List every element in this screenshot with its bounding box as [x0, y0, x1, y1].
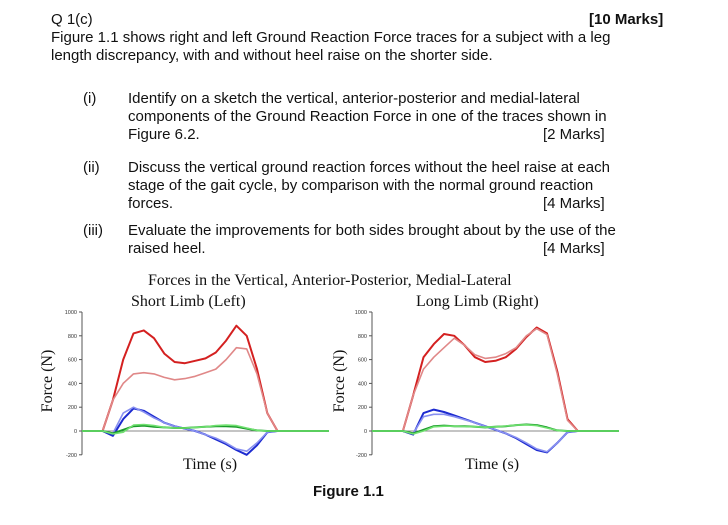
- y-tick-label: 1000: [355, 310, 367, 316]
- series-line-5: [372, 423, 619, 435]
- y-tick-label: 800: [68, 334, 77, 340]
- y-tick-label: 200: [358, 405, 367, 411]
- part-number: (ii): [83, 159, 100, 176]
- y-tick-label: 1000: [65, 310, 77, 316]
- question-marks: [10 Marks]: [589, 11, 664, 28]
- intro-line-2: length discrepancy, with and without hee…: [51, 47, 493, 64]
- y-tick-label: 0: [74, 429, 77, 435]
- part-line: stage of the gait cycle, by comparison w…: [128, 177, 594, 194]
- chart-left-xlabel: Time (s): [183, 456, 238, 473]
- part-line: Identify on a sketch the vertical, anter…: [128, 90, 580, 107]
- question-id: Q 1(c): [51, 11, 93, 28]
- part-line: Discuss the vertical ground reaction for…: [128, 159, 610, 176]
- figure-caption: Figure 1.1: [313, 483, 384, 500]
- y-tick-label: 400: [68, 381, 77, 387]
- part-marks: [4 Marks]: [543, 240, 605, 257]
- part-iii: (iii) Evaluate the improvements for both…: [83, 222, 683, 258]
- y-tick-label: -200: [356, 453, 367, 459]
- part-number: (i): [83, 90, 97, 107]
- part-line: Evaluate the improvements for both sides…: [128, 222, 616, 239]
- part-line: raised heel.: [128, 240, 206, 257]
- part-i: (i) Identify on a sketch the vertical, a…: [83, 90, 683, 144]
- series-line-1: [82, 346, 329, 432]
- figure-title: Forces in the Vertical, Anterior-Posteri…: [148, 272, 512, 289]
- part-marks: [4 Marks]: [543, 195, 605, 212]
- y-tick-label: 400: [358, 381, 367, 387]
- series-line-5: [82, 423, 329, 435]
- y-tick-label: 600: [68, 358, 77, 364]
- chart-right-title: Long Limb (Right): [416, 293, 539, 310]
- y-tick-label: 800: [358, 334, 367, 340]
- y-tick-label: 200: [68, 405, 77, 411]
- series-line-3: [82, 406, 329, 453]
- part-line: components of the Ground Reaction Force …: [128, 108, 607, 125]
- y-tick-label: 0: [364, 429, 367, 435]
- part-marks: [2 Marks]: [543, 126, 605, 143]
- series-line-0: [82, 324, 329, 432]
- chart-left-title: Short Limb (Left): [131, 293, 246, 310]
- y-tick-label: 600: [358, 358, 367, 364]
- part-ii: (ii) Discuss the vertical ground reactio…: [83, 159, 683, 213]
- part-line: forces.: [128, 195, 174, 212]
- series-line-1: [372, 327, 619, 432]
- part-line: Figure 6.2.: [128, 126, 200, 143]
- chart-right-xlabel: Time (s): [465, 456, 520, 473]
- series-line-0: [372, 326, 619, 432]
- y-tick-label: -200: [66, 453, 77, 459]
- intro-line-1: Figure 1.1 shows right and left Ground R…: [51, 29, 611, 46]
- part-number: (iii): [83, 222, 103, 239]
